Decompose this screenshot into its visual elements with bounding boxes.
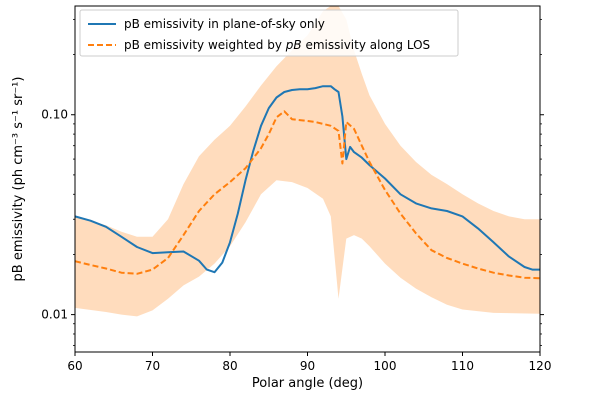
x-tick-label: 120	[529, 359, 552, 373]
y-tick-label: 0.10	[41, 108, 68, 122]
legend-label-series-1: pB emissivity in plane-of-sky only	[124, 17, 325, 31]
series-layer	[74, 85, 541, 280]
x-tick-label: 60	[67, 359, 82, 373]
uncertainty-band-layer	[75, 6, 540, 317]
y-axis-label: pB emissivity (ph cm⁻³ s⁻¹ sr⁻¹)	[11, 77, 26, 282]
x-tick-label: 90	[300, 359, 315, 373]
legend-box	[79, 9, 459, 57]
x-tick-label: 110	[451, 359, 474, 373]
legend-label-series-2: pB emissivity weighted by pB emissivity …	[124, 38, 430, 52]
series-line-1	[74, 85, 540, 274]
series-line-2	[74, 110, 541, 280]
x-tick-label: 80	[222, 359, 237, 373]
legend-label-series-2-prefix: pB emissivity weighted by	[124, 38, 286, 52]
x-tick-label: 70	[145, 359, 160, 373]
y-tick-label: 0.01	[41, 308, 68, 322]
legend-label-series-2-suffix: emissivity along LOS	[302, 38, 431, 52]
legend-label-series-2-italic: pB	[285, 38, 302, 52]
x-axis-ticks: 60 70 80 90 100 110 120	[67, 352, 551, 373]
y-axis-ticks: 0.01 0.10	[41, 18, 544, 346]
x-axis-label: Polar angle (deg)	[252, 376, 363, 391]
x-tick-label: 100	[374, 359, 397, 373]
uncertainty-band	[75, 6, 540, 317]
legend: pB emissivity in plane-of-sky only pB em…	[79, 9, 459, 57]
